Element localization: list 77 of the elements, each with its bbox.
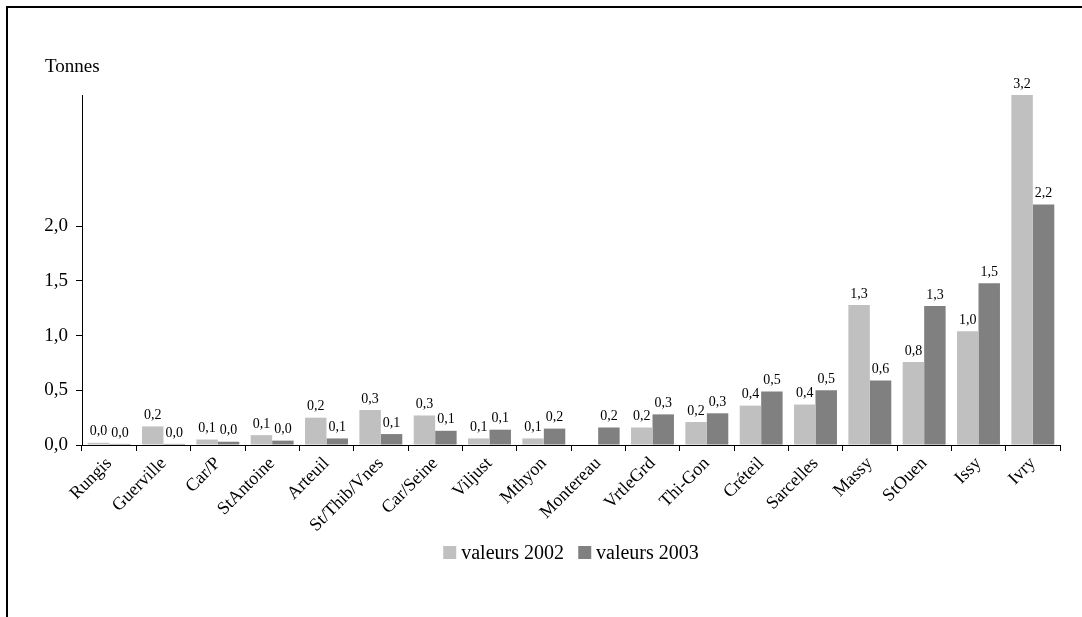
data-label: 1,5 [980,263,998,279]
y-tick-label: 0,0 [44,432,68,454]
data-label: 0,8 [904,342,923,358]
data-label: 0,0 [219,422,238,438]
legend-label: valeurs 2003 [596,541,699,564]
data-label: 0,2 [545,409,564,425]
bar [305,417,327,445]
data-label: 0,0 [165,424,183,440]
data-label: 1,0 [959,311,977,327]
bar [435,430,457,445]
data-label: 0,0 [111,424,129,440]
bar [978,283,1000,445]
data-label: 0,5 [817,370,835,386]
bar [794,404,816,445]
data-label: 1,3 [926,286,944,302]
y-tick-label: 2,0 [44,214,68,236]
bar [739,405,762,445]
data-label: 0,1 [198,420,216,436]
data-label: 0,1 [470,419,488,435]
bar [815,390,837,445]
bar [957,331,979,445]
data-label: 3,2 [1013,75,1031,91]
bar [489,429,511,445]
y-tick-label: 1,5 [44,268,68,290]
data-label: 0,6 [871,361,890,377]
bar [380,434,403,445]
bar [543,428,566,445]
data-label: 0,3 [361,390,379,406]
bar [468,438,490,445]
bar [522,438,544,445]
bar [652,414,674,445]
bar [1011,95,1033,445]
y-tick-label: 0,5 [44,378,68,400]
data-label: 0,3 [708,393,727,409]
data-label: 0,2 [600,408,618,424]
data-label: 1,3 [850,285,868,301]
data-label: 0,0 [274,421,292,437]
bar [217,441,240,445]
bar [142,426,164,445]
bar [326,438,348,445]
data-label: 0,1 [328,419,346,435]
bar [250,435,273,445]
data-label: 0,1 [437,411,455,427]
data-label: 0,2 [633,408,651,424]
data-label: 0,0 [89,423,108,439]
data-label: 0,5 [763,372,781,388]
data-label: 0,2 [144,407,162,423]
x-tick-label: Ivry [1003,452,1040,489]
bar [924,306,946,445]
bar [359,410,381,445]
bar [631,427,653,445]
x-tick-label: Issy [950,452,985,488]
bar [413,415,436,445]
data-label: 0,4 [796,385,814,401]
y-tick-label: 1,0 [44,323,68,345]
data-label: 0,1 [382,414,401,430]
bar [902,361,925,445]
bar [685,422,707,445]
bar [1032,204,1055,445]
bar [598,427,620,445]
bar [272,440,294,445]
bar [706,413,729,445]
data-label: 0,4 [741,386,760,402]
data-label: 0,1 [252,415,271,431]
bar [761,391,783,445]
bar [848,305,870,445]
data-label: 0,1 [491,410,509,426]
y-axis-title: Tonnes [45,55,100,77]
data-label: 0,2 [687,402,705,418]
bar [869,380,892,445]
data-label: 0,3 [415,396,434,412]
legend-label: valeurs 2002 [461,541,564,564]
data-label: 2,2 [1034,185,1053,201]
data-label: 0,1 [524,419,542,435]
data-label: 0,3 [654,395,672,411]
data-label: 0,2 [307,398,325,414]
bar [196,439,218,445]
